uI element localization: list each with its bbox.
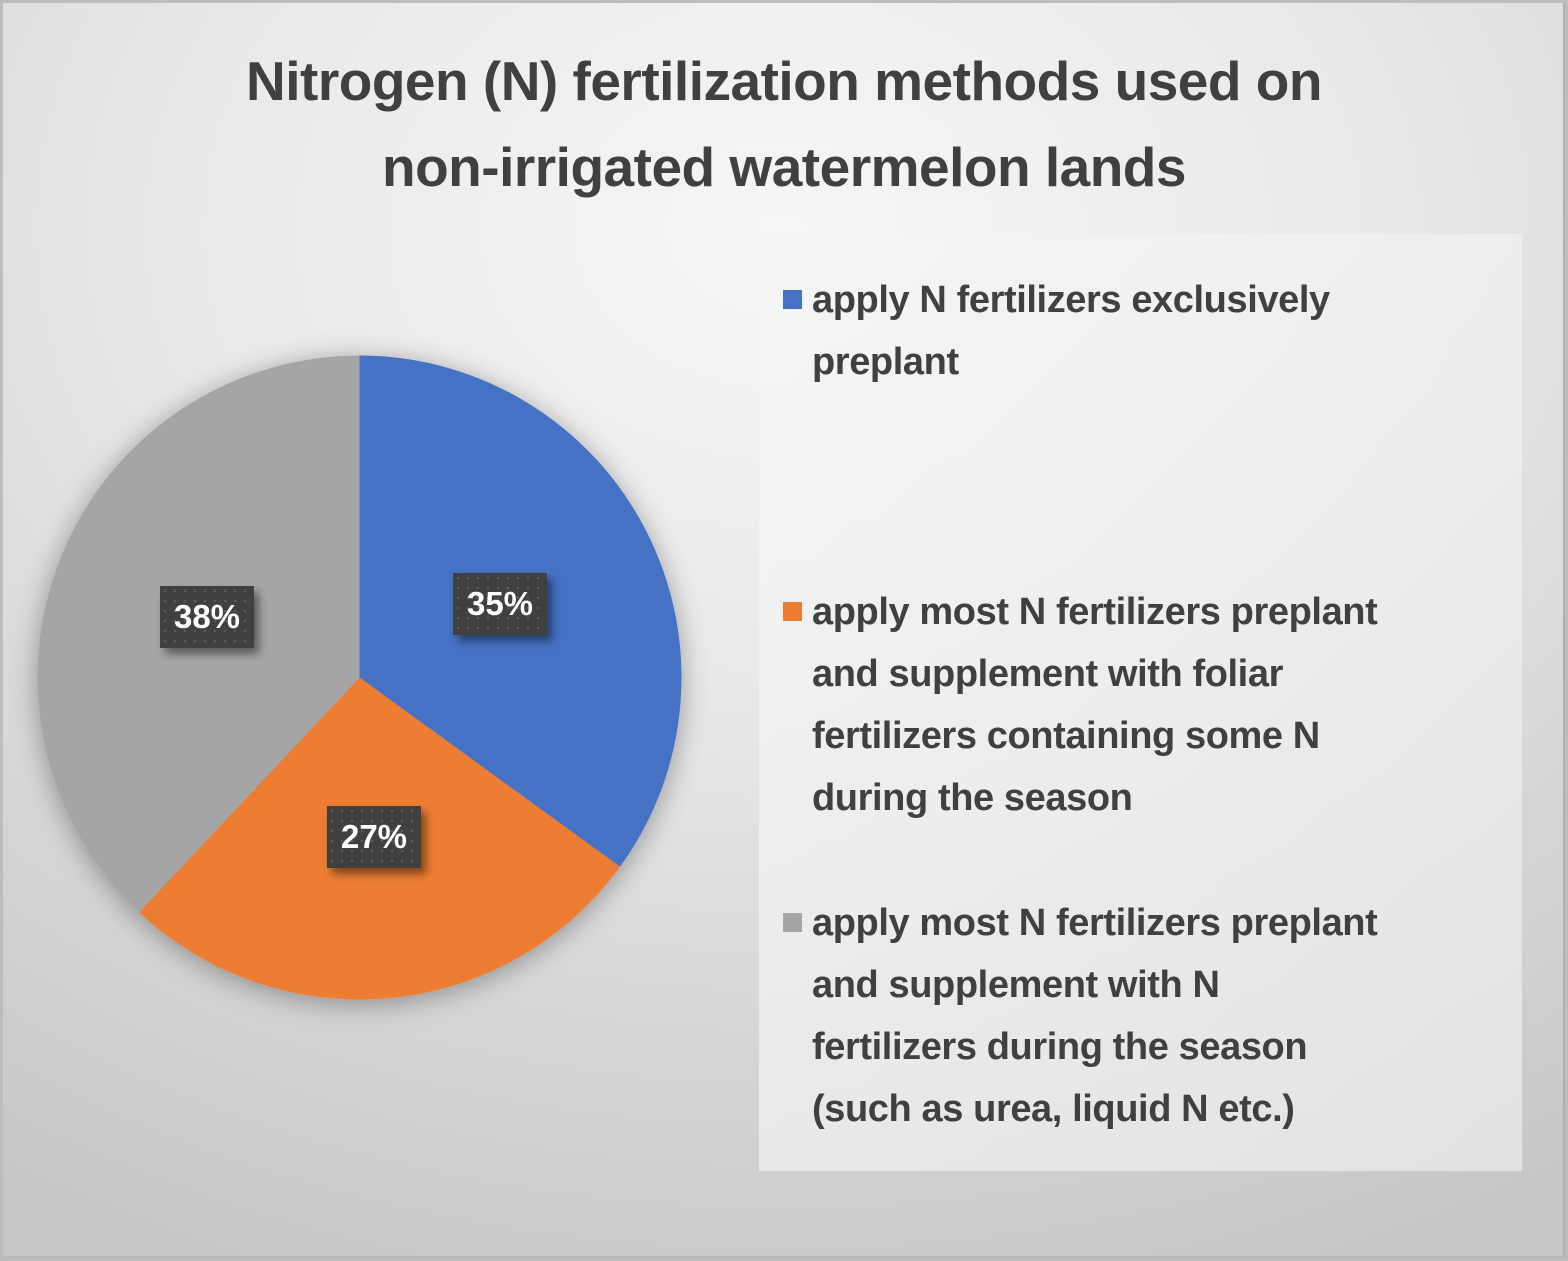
legend-label-line: preplant [812,341,959,383]
data-label-slice-3: 38% [160,586,254,648]
chart-title-line-1: Nitrogen (N) fertilization methods used … [246,50,1322,112]
legend-item-foliar-supplement[interactable]: apply most N fertilizers preplant and su… [783,581,1512,829]
legend-label-line: apply most N fertilizers preplant [812,591,1378,633]
legend-label-line: during the season [812,777,1133,819]
legend-label-line: (such as urea, liquid N etc.) [812,1088,1295,1130]
chart-title-line-2: non-irrigated watermelon lands [381,136,1187,198]
legend-swatch-gray-icon [783,913,802,932]
data-label-slice-1: 35% [453,573,547,635]
legend-label-line: fertilizers during the season [812,1026,1308,1068]
legend-label-line: and supplement with N [812,964,1220,1006]
data-label-slice-2: 27% [327,806,421,868]
legend-label: apply most N fertilizers preplant and su… [812,892,1512,1140]
legend-label: apply most N fertilizers preplant and su… [812,581,1512,829]
legend-item-exclusively-preplant[interactable]: apply N fertilizers exclusively preplant [783,269,1512,393]
chart-title: Nitrogen (N) fertilization methods used … [0,38,1568,210]
pie-chart: 35% 27% 38% [37,355,682,1000]
legend-label: apply N fertilizers exclusively preplant [812,269,1512,393]
legend-label-line: apply N fertilizers exclusively [812,279,1330,321]
legend-swatch-blue-icon [783,290,802,309]
legend-swatch-orange-icon [783,602,802,621]
pie-svg [37,355,682,1000]
legend-label-line: and supplement with foliar [812,653,1283,695]
legend: apply N fertilizers exclusively preplant… [759,234,1522,1171]
legend-item-n-supplement[interactable]: apply most N fertilizers preplant and su… [783,892,1512,1140]
legend-label-line: fertilizers containing some N [812,715,1320,757]
legend-label-line: apply most N fertilizers preplant [812,902,1378,944]
